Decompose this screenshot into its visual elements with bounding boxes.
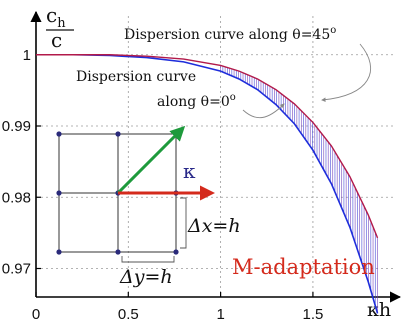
series — [36, 53, 379, 314]
x-tick-label: 1.5 — [302, 306, 323, 322]
mesh-node — [115, 249, 121, 255]
y-tick-label: 1 — [23, 47, 31, 64]
ylabel-denominator: c — [51, 28, 62, 52]
mesh-node — [56, 249, 62, 255]
dispersion-band — [220, 65, 378, 314]
y-tick-label: 0.98 — [2, 189, 31, 206]
mesh-inset: κ Δx=h Δy=h — [56, 125, 241, 288]
kappa-arrow — [116, 125, 186, 195]
y-axis-label: ch c — [46, 3, 74, 52]
x-axis-label: κh — [367, 299, 391, 321]
annotation-theta0-line1: Dispersion curve — [76, 69, 196, 85]
kappa-label: κ — [183, 159, 196, 183]
y-tick-label: 0.97 — [2, 261, 31, 278]
ylabel-numerator-sub: h — [57, 16, 66, 31]
dy-bracket — [121, 256, 175, 263]
svg-text:ch: ch — [46, 3, 66, 31]
y-tick-label: 0.99 — [2, 118, 31, 135]
mesh-node — [56, 190, 62, 196]
x-tick-label: 0 — [32, 306, 40, 322]
series-line-theta0 — [36, 54, 379, 239]
series-line-theta45 — [36, 53, 379, 314]
x-tick-label: 0.5 — [118, 306, 139, 322]
dx-bracket — [180, 197, 187, 249]
x-tick-label: 1 — [216, 306, 224, 322]
dy-label: Δy=h — [119, 266, 173, 288]
annotation-theta0-pointer — [242, 103, 285, 119]
mesh-node — [115, 131, 121, 137]
method-label: M-adaptation — [232, 255, 375, 279]
annotation-theta0-line2: along θ=0o — [157, 92, 236, 110]
annotation-theta45-pointer — [321, 43, 371, 102]
mesh-node — [173, 249, 179, 255]
ylabel-numerator: c — [46, 3, 57, 27]
mesh-node — [56, 131, 62, 137]
ticks: 0 0.5 1 1.5 0.97 0.98 0.99 1 — [2, 47, 324, 322]
dx-label: Δx=h — [187, 215, 241, 237]
annotation-theta45: Dispersion curve along θ=45o — [124, 25, 336, 43]
